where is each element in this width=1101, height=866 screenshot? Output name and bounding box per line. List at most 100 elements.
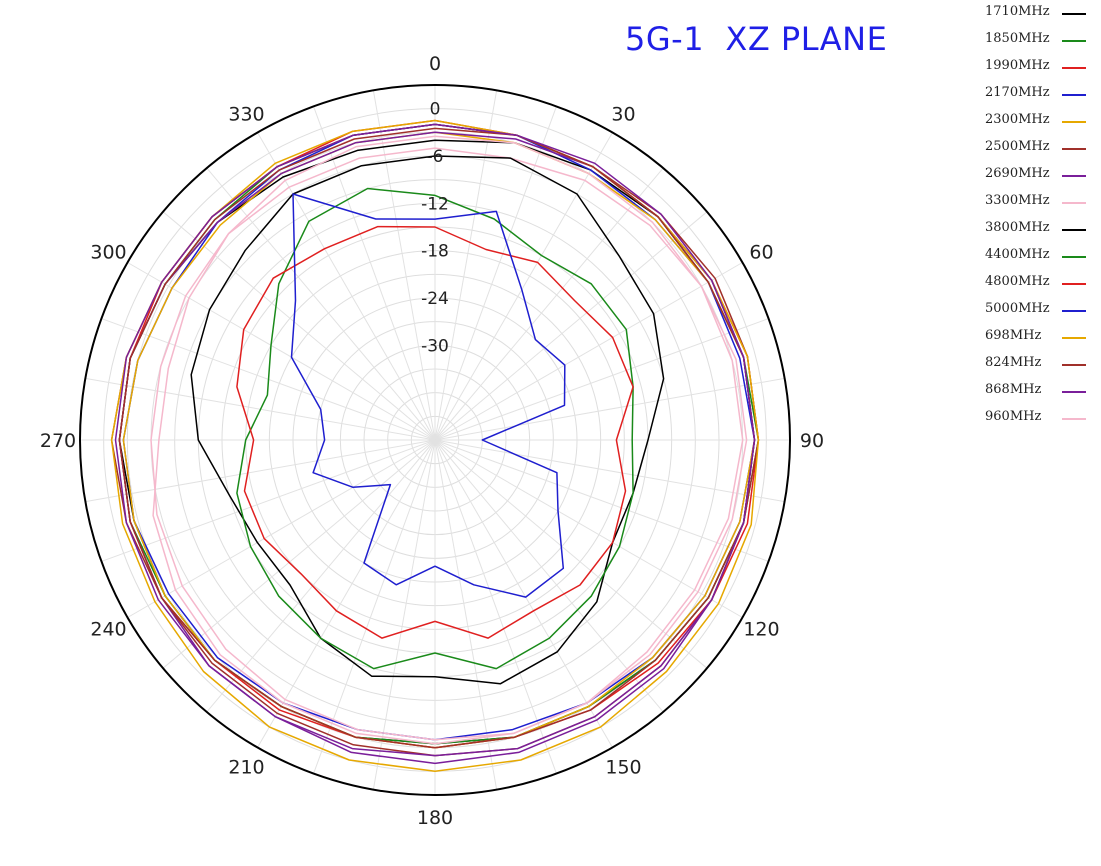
legend-label: 868MHz bbox=[985, 382, 1042, 397]
legend-label: 1850MHz bbox=[985, 31, 1050, 46]
series-line bbox=[190, 155, 665, 685]
legend-item: 4400MHz bbox=[985, 245, 1095, 272]
legend-item: 4800MHz bbox=[985, 272, 1095, 299]
legend-item: 2170MHz bbox=[985, 83, 1095, 110]
legend-label: 960MHz bbox=[985, 409, 1042, 424]
grid-spoke bbox=[434, 439, 743, 618]
series-group bbox=[110, 119, 760, 773]
angle-tick-label: 150 bbox=[605, 756, 641, 778]
legend-item: 3300MHz bbox=[985, 191, 1095, 218]
legend-item: 2300MHz bbox=[985, 110, 1095, 137]
radial-tick-label: -18 bbox=[421, 242, 449, 262]
angle-tick-label: 330 bbox=[228, 104, 264, 126]
series-line bbox=[152, 135, 748, 745]
chart-title: 5G-1 XZ PLANE bbox=[625, 20, 888, 58]
legend-label: 698MHz bbox=[985, 328, 1042, 343]
angle-tick-label: 270 bbox=[40, 430, 76, 452]
radial-tick-label: -24 bbox=[421, 289, 449, 309]
grid-spoke bbox=[434, 439, 769, 562]
series-line bbox=[236, 187, 634, 670]
legend-item: 960MHz bbox=[985, 407, 1095, 434]
grid-spoke bbox=[434, 132, 613, 441]
grid-spoke bbox=[85, 439, 436, 503]
grid-spoke bbox=[101, 439, 436, 562]
grid-spoke bbox=[162, 211, 436, 441]
angle-tick-label: 210 bbox=[228, 756, 264, 778]
legend-label: 4400MHz bbox=[985, 247, 1050, 262]
grid-spoke bbox=[313, 106, 436, 441]
legend-swatch bbox=[1062, 148, 1086, 150]
grid-spoke bbox=[434, 439, 613, 748]
grid-spoke bbox=[434, 439, 785, 503]
grid-spoke bbox=[434, 377, 785, 441]
grid-spoke bbox=[434, 90, 498, 441]
legend-swatch bbox=[1062, 418, 1086, 420]
legend-label: 2170MHz bbox=[985, 85, 1050, 100]
angle-tick-label: 90 bbox=[800, 430, 824, 452]
grid-spoke bbox=[206, 439, 436, 713]
angle-tick-label: 60 bbox=[749, 242, 773, 264]
legend-item: 1710MHz bbox=[985, 2, 1095, 29]
legend-swatch bbox=[1062, 40, 1086, 42]
grid-spoke bbox=[434, 439, 557, 774]
legend-item: 2500MHz bbox=[985, 137, 1095, 164]
legend-swatch bbox=[1062, 364, 1086, 366]
grid-spoke bbox=[434, 439, 664, 713]
series-line bbox=[236, 225, 634, 639]
legend-label: 824MHz bbox=[985, 355, 1042, 370]
legend-swatch bbox=[1062, 121, 1086, 123]
grid-spoke bbox=[434, 439, 498, 790]
legend-item: 2690MHz bbox=[985, 164, 1095, 191]
grid-spoke bbox=[206, 167, 436, 441]
angle-tick-label: 120 bbox=[743, 619, 779, 641]
grid-spoke bbox=[127, 439, 436, 618]
grid-spoke bbox=[257, 132, 436, 441]
legend-item: 824MHz bbox=[985, 353, 1095, 380]
series-line bbox=[114, 123, 756, 757]
legend-swatch bbox=[1062, 175, 1086, 177]
radial-tick-label: -6 bbox=[427, 147, 444, 167]
legend-label: 5000MHz bbox=[985, 301, 1050, 316]
polar-grid bbox=[79, 84, 791, 796]
legend-swatch bbox=[1062, 337, 1086, 339]
legend-swatch bbox=[1062, 67, 1086, 69]
outer-ring bbox=[79, 84, 791, 796]
legend-label: 1710MHz bbox=[985, 4, 1050, 19]
legend-item: 1850MHz bbox=[985, 29, 1095, 56]
legend-swatch bbox=[1062, 94, 1086, 96]
legend-label: 3300MHz bbox=[985, 193, 1050, 208]
legend-item: 868MHz bbox=[985, 380, 1095, 407]
angle-tick-label: 300 bbox=[90, 242, 126, 264]
angle-tick-label: 240 bbox=[90, 619, 126, 641]
series-line bbox=[290, 193, 566, 598]
angle-tick-label: 0 bbox=[429, 53, 441, 75]
legend-label: 3800MHz bbox=[985, 220, 1050, 235]
legend-label: 2690MHz bbox=[985, 166, 1050, 181]
grid-spoke bbox=[162, 439, 436, 669]
grid-spoke bbox=[434, 106, 557, 441]
legend-swatch bbox=[1062, 391, 1086, 393]
angle-tick-label: 30 bbox=[611, 104, 635, 126]
grid-spoke bbox=[434, 211, 708, 441]
radial-tick-label: 0 bbox=[430, 100, 441, 120]
angle-tick-label: 180 bbox=[417, 807, 453, 829]
legend-item: 5000MHz bbox=[985, 299, 1095, 326]
grid-spoke bbox=[313, 439, 436, 774]
legend-label: 2500MHz bbox=[985, 139, 1050, 154]
legend-item: 3800MHz bbox=[985, 218, 1095, 245]
grid-spoke bbox=[434, 262, 743, 441]
legend-label: 2300MHz bbox=[985, 112, 1050, 127]
grid-spoke bbox=[434, 167, 664, 441]
legend-swatch bbox=[1062, 310, 1086, 312]
grid-spoke bbox=[434, 318, 769, 441]
grid-spoke bbox=[257, 439, 436, 748]
legend-label: 1990MHz bbox=[985, 58, 1050, 73]
legend-swatch bbox=[1062, 202, 1086, 204]
radial-tick-label: -12 bbox=[421, 194, 449, 214]
legend: 1710MHz 1850MHz 1990MHz 2170MHz 2300MHz 2500M… bbox=[985, 2, 1095, 434]
legend-swatch bbox=[1062, 283, 1086, 285]
legend-item: 698MHz bbox=[985, 326, 1095, 353]
legend-swatch bbox=[1062, 13, 1086, 15]
legend-swatch bbox=[1062, 256, 1086, 258]
